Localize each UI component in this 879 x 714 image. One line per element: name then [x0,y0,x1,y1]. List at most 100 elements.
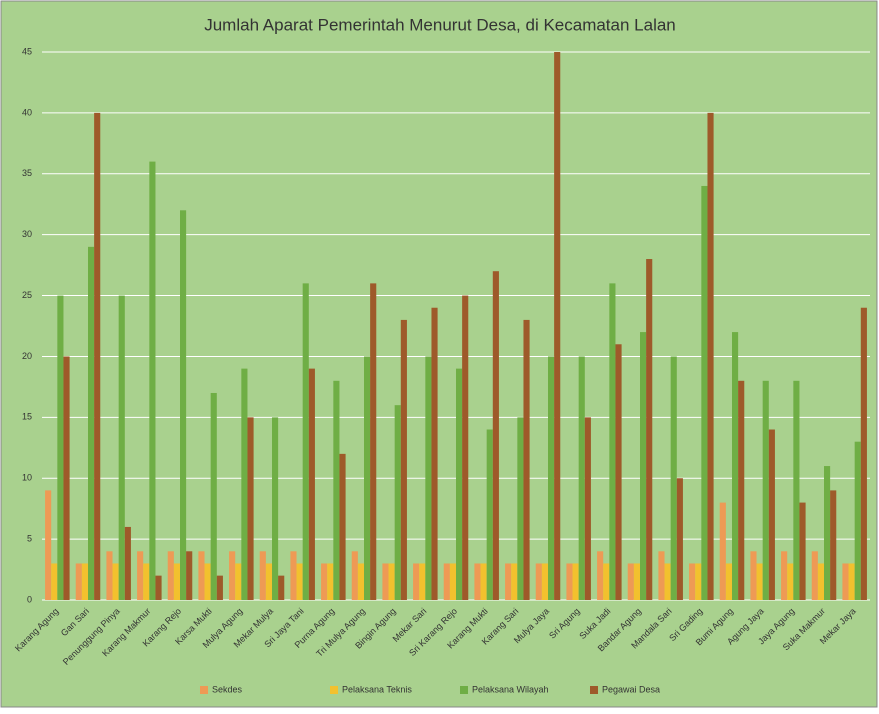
bar [278,575,285,600]
bar [824,466,831,600]
bar [419,563,426,600]
bar [241,368,248,600]
bar [88,246,95,600]
bar [400,319,407,600]
bar [198,551,205,600]
bar [296,563,303,600]
bar [51,563,58,600]
bar [112,563,119,600]
bar [762,380,769,600]
y-tick-label: 10 [22,473,32,483]
bar [578,356,585,600]
bar [327,563,334,600]
bar [486,429,493,600]
bar [57,295,64,600]
bar [701,185,708,600]
bar [333,380,340,600]
bar [63,356,70,600]
bar [627,563,634,600]
bar [695,563,702,600]
bar [272,417,279,600]
bar [229,551,236,600]
bar [443,563,450,600]
bar [364,356,371,600]
bar [768,429,775,600]
y-tick-label: 5 [27,533,32,543]
bar [719,502,726,600]
bar [541,563,548,600]
bar [480,563,487,600]
bar [462,295,469,600]
legend-label: Pegawai Desa [602,684,660,694]
bar [707,112,714,600]
bar [842,563,849,600]
bar [854,441,861,600]
bar [210,392,217,600]
bar [609,283,616,600]
y-tick-label: 0 [27,594,32,604]
bar [799,502,806,600]
legend-label: Sekdes [212,684,243,694]
bar [848,563,855,600]
bar [382,563,389,600]
bar [186,551,193,600]
legend-swatch [590,686,598,694]
bar [308,368,315,600]
bar [351,551,358,600]
bar [94,112,101,600]
bar [216,575,223,600]
bar [321,563,328,600]
legend-label: Pelaksana Teknis [342,684,412,694]
legend-swatch [460,686,468,694]
y-tick-label: 15 [22,412,32,422]
y-tick-label: 25 [22,290,32,300]
bar [517,417,524,600]
bar [75,563,82,600]
y-tick-label: 35 [22,168,32,178]
bar [523,319,530,600]
bar [118,295,125,600]
bar [738,380,745,600]
bar [167,551,174,600]
bar [817,563,824,600]
bar [149,161,156,600]
bar [750,551,757,600]
bar [787,563,794,600]
y-tick-label: 20 [22,351,32,361]
bar [725,563,732,600]
bar [781,551,788,600]
bar [633,563,640,600]
bar [259,551,266,600]
bar [137,551,144,600]
bar [732,332,739,600]
y-tick-label: 40 [22,107,32,117]
bar [474,563,481,600]
bar [811,551,818,600]
bar [431,307,438,600]
bar [155,575,162,600]
legend-swatch [330,686,338,694]
bar [370,283,377,600]
bar [302,283,309,600]
bar [413,563,420,600]
bar [290,551,297,600]
bar [204,563,211,600]
bar [689,563,696,600]
bar [830,490,837,600]
bar [597,551,604,600]
bar [425,356,432,600]
bar [676,478,683,600]
bar [492,271,499,600]
bar [793,380,800,600]
bar [265,563,272,600]
bar [81,563,88,600]
bar [860,307,867,600]
bar [449,563,456,600]
bar [615,344,622,600]
bar [756,563,763,600]
bar [394,405,401,600]
bar [247,417,254,600]
bar [603,563,610,600]
